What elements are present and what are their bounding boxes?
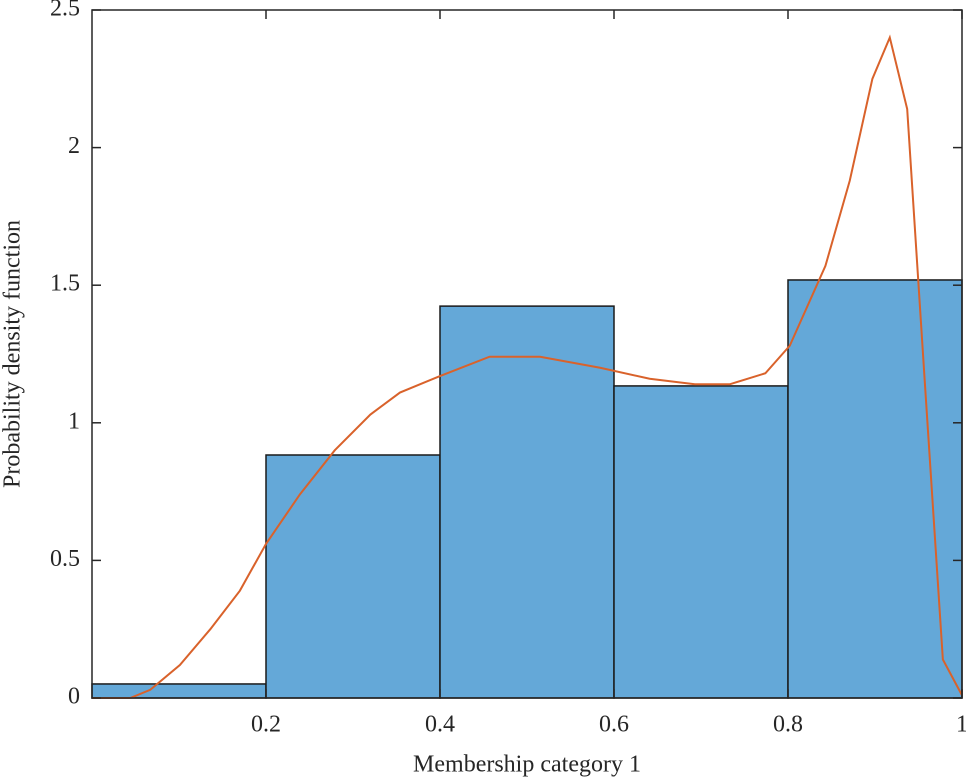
x-tick-label: 0.4 (425, 712, 455, 738)
x-axis-label: Membership category 1 (413, 752, 641, 778)
y-tick-label: 0 (68, 684, 80, 710)
y-tick-label: 1 (68, 408, 80, 434)
bar (439, 305, 615, 699)
bar (91, 683, 267, 699)
plot-frame (91, 9, 963, 699)
density-line (92, 34, 963, 699)
x-tick-label: 0.8 (773, 712, 803, 738)
x-tick-label: 1 (956, 712, 966, 738)
y-tick-label: 0.5 (50, 546, 80, 572)
y-tick-label: 1.5 (50, 271, 80, 297)
bar (613, 385, 789, 699)
y-axis-label: Probability density function (0, 220, 26, 488)
bar (265, 454, 441, 699)
y-tick-label: 2 (68, 133, 80, 159)
y-tick-label: 2.5 (50, 0, 80, 22)
x-tick-label: 0.2 (251, 712, 281, 738)
x-tick-label: 0.6 (599, 712, 629, 738)
bar (787, 279, 963, 699)
